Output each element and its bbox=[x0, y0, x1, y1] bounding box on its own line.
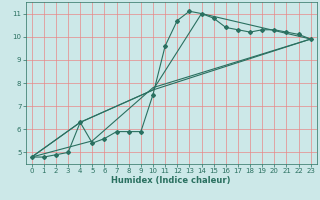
X-axis label: Humidex (Indice chaleur): Humidex (Indice chaleur) bbox=[111, 176, 231, 185]
